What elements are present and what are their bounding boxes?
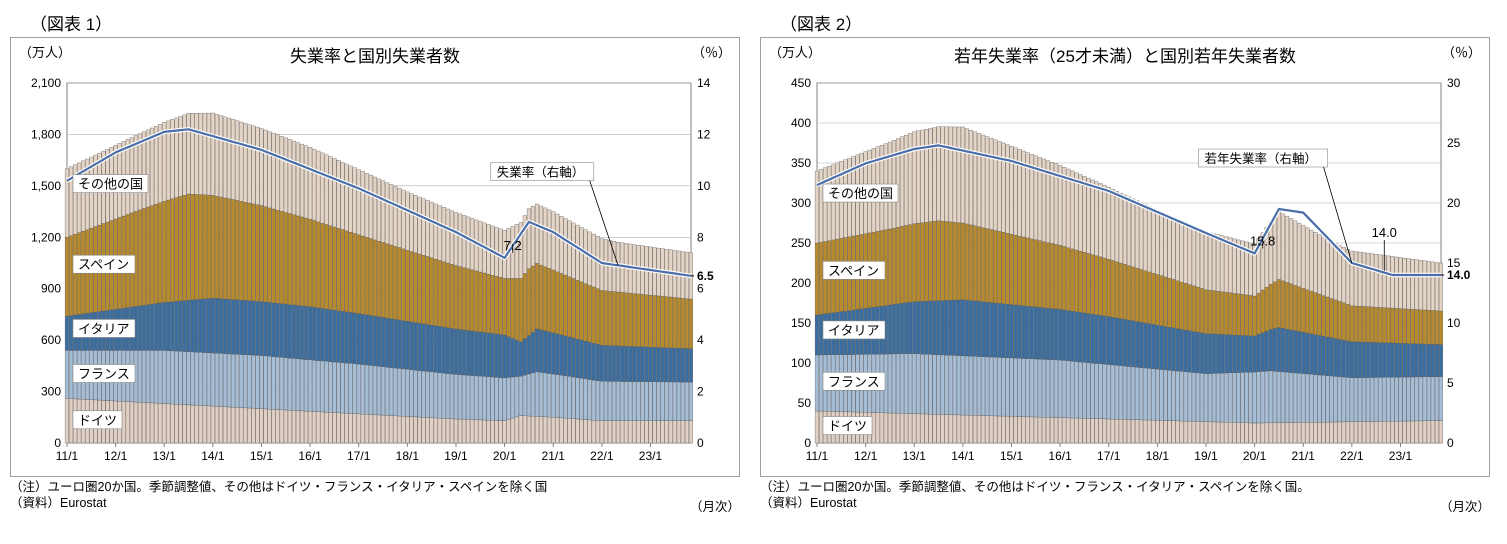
svg-text:スペイン: スペイン <box>828 263 879 278</box>
monthly-label-1: （月次） <box>10 496 740 515</box>
svg-text:8: 8 <box>697 230 704 244</box>
left-axis-unit-1: （万人） <box>19 42 71 61</box>
svg-text:4: 4 <box>697 333 704 347</box>
svg-text:23/1: 23/1 <box>1389 449 1413 463</box>
svg-text:2,100: 2,100 <box>31 76 61 90</box>
svg-text:12: 12 <box>697 127 711 141</box>
svg-text:6: 6 <box>697 282 704 296</box>
svg-text:150: 150 <box>791 316 811 330</box>
svg-text:1,800: 1,800 <box>31 127 61 141</box>
chart-2-panel: （図表 2） （万人） 若年失業率（25才未満）と国別若年失業者数 （％） 0 5… <box>760 10 1490 515</box>
svg-text:11/1: 11/1 <box>56 449 79 463</box>
svg-text:イタリア: イタリア <box>78 321 129 336</box>
svg-text:12/1: 12/1 <box>104 449 128 463</box>
svg-text:0: 0 <box>54 436 61 450</box>
svg-text:50: 50 <box>798 396 812 410</box>
svg-text:10: 10 <box>697 179 711 193</box>
svg-text:11/1: 11/1 <box>806 449 829 463</box>
svg-text:18/1: 18/1 <box>396 449 420 463</box>
chart-1-svg: 0 300 600 900 1,200 1,500 1,800 2,100 0 2 4 6 8 10 12 1… <box>17 69 735 469</box>
figure-label-1: （図表 1） <box>10 10 740 35</box>
svg-text:14/1: 14/1 <box>951 449 975 463</box>
figure-label-2: （図表 2） <box>760 10 1490 35</box>
svg-text:200: 200 <box>791 276 811 290</box>
svg-text:21/1: 21/1 <box>542 449 566 463</box>
svg-text:20: 20 <box>1447 196 1461 210</box>
svg-text:失業率（右軸）: 失業率（右軸） <box>497 165 585 180</box>
right-axis-unit-2: （％） <box>1442 42 1481 61</box>
svg-text:若年失業率（右軸）: 若年失業率（右軸） <box>1205 151 1318 166</box>
svg-text:19/1: 19/1 <box>1194 449 1218 463</box>
right-axis-unit-1: （％） <box>692 42 731 61</box>
monthly-label-2: （月次） <box>760 496 1490 515</box>
svg-text:5: 5 <box>1447 376 1454 390</box>
left-axis-unit-2: （万人） <box>769 42 821 61</box>
svg-text:300: 300 <box>791 196 811 210</box>
svg-text:ドイツ: ドイツ <box>78 413 117 428</box>
svg-text:6.5: 6.5 <box>697 269 714 283</box>
svg-text:21/1: 21/1 <box>1292 449 1316 463</box>
chart-1-box: （万人） 失業率と国別失業者数 （％） 0 300 600 900 1,200 1,500… <box>10 37 740 477</box>
svg-text:1,500: 1,500 <box>31 179 61 193</box>
svg-text:その他の国: その他の国 <box>828 186 893 201</box>
svg-text:600: 600 <box>41 333 61 347</box>
svg-text:20/1: 20/1 <box>1243 449 1267 463</box>
svg-text:2: 2 <box>697 385 704 399</box>
svg-text:30: 30 <box>1447 76 1461 90</box>
svg-text:14/1: 14/1 <box>201 449 225 463</box>
svg-text:15/1: 15/1 <box>1000 449 1024 463</box>
svg-text:14: 14 <box>697 76 711 90</box>
svg-text:その他の国: その他の国 <box>78 177 143 192</box>
note-line: （注）ユーロ圏20か国。季節調整値、その他はドイツ・フランス・イタリア・スペイン… <box>760 479 1490 495</box>
svg-text:22/1: 22/1 <box>1340 449 1364 463</box>
svg-text:450: 450 <box>791 76 811 90</box>
svg-text:14.0: 14.0 <box>1447 268 1471 282</box>
svg-text:100: 100 <box>791 356 811 370</box>
svg-text:16/1: 16/1 <box>1048 449 1072 463</box>
svg-text:12/1: 12/1 <box>854 449 878 463</box>
svg-text:スペイン: スペイン <box>78 257 129 272</box>
svg-text:17/1: 17/1 <box>347 449 371 463</box>
page: （図表 1） （万人） 失業率と国別失業者数 （％） 03006009001,2… <box>10 10 1497 515</box>
svg-text:17/1: 17/1 <box>1097 449 1121 463</box>
svg-text:23/1: 23/1 <box>639 449 663 463</box>
svg-text:900: 900 <box>41 282 61 296</box>
svg-text:フランス: フランス <box>78 367 130 382</box>
svg-text:フランス: フランス <box>828 374 880 389</box>
svg-text:350: 350 <box>791 156 811 170</box>
chart-2-svg: 0501001502002503003504004500510152025301… <box>767 69 1485 469</box>
svg-text:0: 0 <box>697 436 704 450</box>
svg-text:18/1: 18/1 <box>1146 449 1170 463</box>
chart-2-box: （万人） 若年失業率（25才未満）と国別若年失業者数 （％） 050100150… <box>760 37 1490 477</box>
chart-1-title: 失業率と国別失業者数 <box>17 42 733 67</box>
note-line: （注）ユーロ圏20か国。季節調整値、その他はドイツ・フランス・イタリア・スペイン… <box>10 479 740 495</box>
svg-text:イタリア: イタリア <box>828 323 879 338</box>
svg-text:10: 10 <box>1447 316 1461 330</box>
svg-text:14.0: 14.0 <box>1372 225 1397 240</box>
svg-text:1,200: 1,200 <box>31 230 61 244</box>
svg-text:250: 250 <box>791 236 811 250</box>
svg-text:16/1: 16/1 <box>298 449 322 463</box>
svg-text:20/1: 20/1 <box>493 449 517 463</box>
chart-2-title: 若年失業率（25才未満）と国別若年失業者数 <box>767 42 1483 67</box>
chart-1-panel: （図表 1） （万人） 失業率と国別失業者数 （％） 0 300 600 900 1,2… <box>10 10 740 515</box>
svg-text:0: 0 <box>804 436 811 450</box>
svg-text:400: 400 <box>791 116 811 130</box>
svg-text:19/1: 19/1 <box>444 449 468 463</box>
svg-text:25: 25 <box>1447 136 1461 150</box>
svg-text:0: 0 <box>1447 436 1454 450</box>
svg-text:22/1: 22/1 <box>590 449 614 463</box>
svg-text:300: 300 <box>41 385 61 399</box>
svg-text:13/1: 13/1 <box>153 449 177 463</box>
svg-text:ドイツ: ドイツ <box>828 419 867 434</box>
svg-text:15/1: 15/1 <box>250 449 274 463</box>
svg-text:13/1: 13/1 <box>903 449 927 463</box>
